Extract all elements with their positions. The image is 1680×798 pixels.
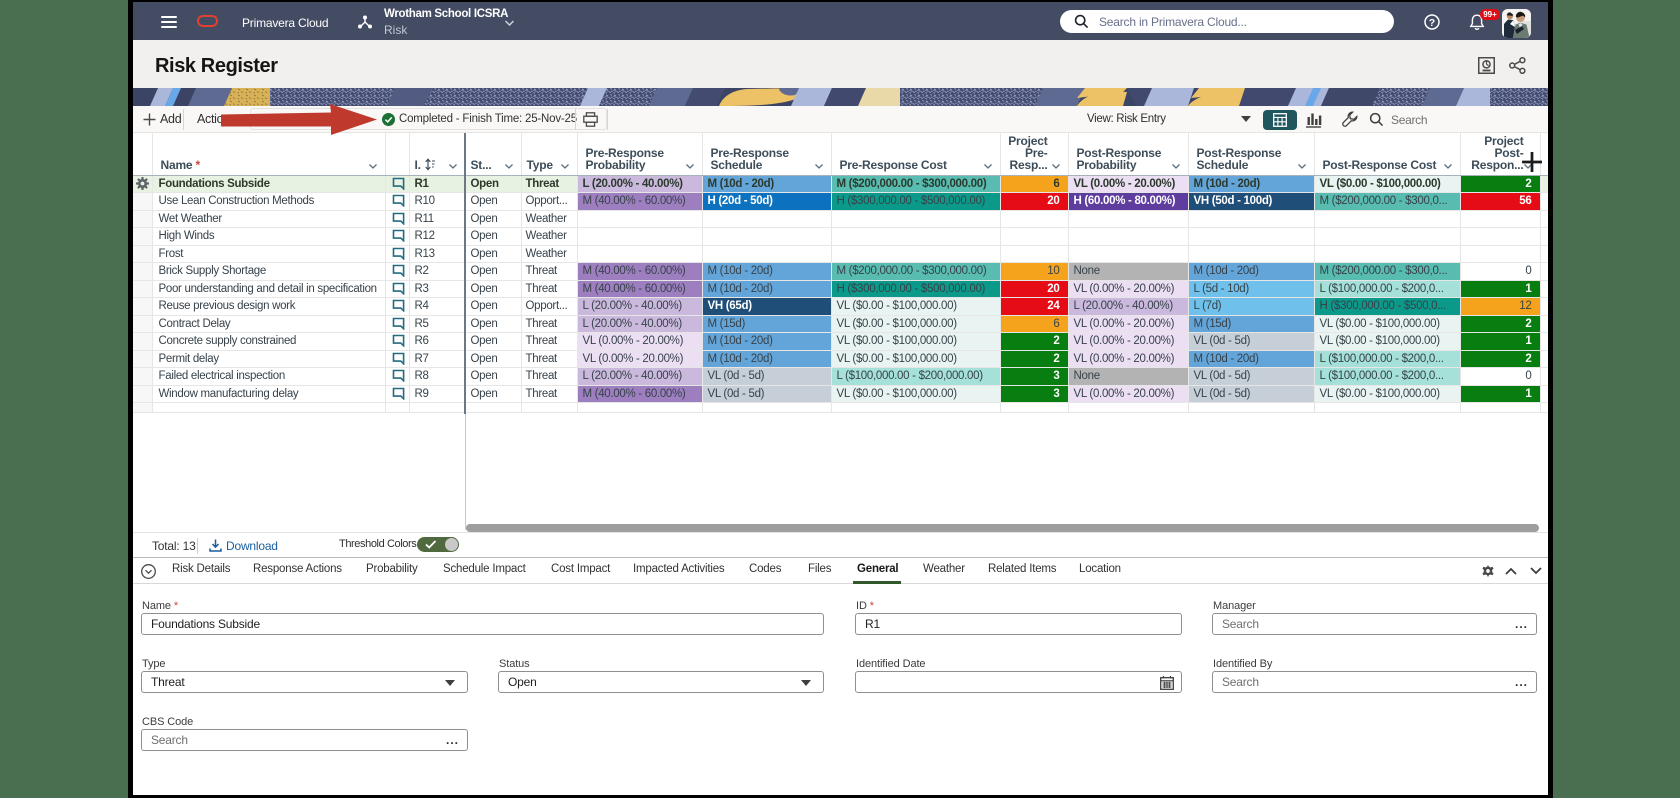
svg-text:?: ? bbox=[1429, 17, 1435, 29]
